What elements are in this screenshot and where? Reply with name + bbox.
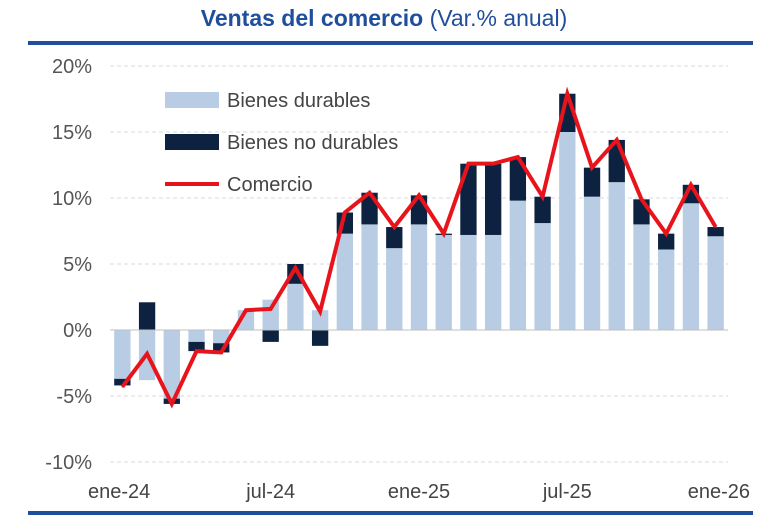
bar-durables: [658, 249, 675, 330]
comercio-point: [195, 350, 198, 352]
comercio-point: [714, 226, 717, 228]
bar-no-durables: [114, 378, 131, 386]
chart-title-sub: (Var.% anual): [429, 5, 568, 31]
y-tick-label: 5%: [63, 254, 92, 276]
comercio-point: [517, 156, 519, 158]
x-tick-label: jul-24: [245, 481, 295, 503]
comercio-point: [566, 92, 569, 95]
comercio-point: [368, 191, 371, 194]
legend: Bienes durables Bienes no durables Comerci…: [165, 90, 398, 196]
comercio-point: [442, 232, 445, 235]
bottom-rule: [28, 511, 753, 515]
bar-no-durables: [633, 199, 650, 225]
comercio-point: [541, 195, 544, 198]
chart-title-main: Ventas del comercio: [200, 5, 424, 31]
line-series: [120, 86, 718, 409]
bar-durables: [262, 299, 279, 330]
legend-swatch-durables: [165, 92, 219, 108]
bar-durables: [163, 330, 180, 399]
comercio-point: [344, 211, 346, 214]
bar-no-durables: [311, 330, 329, 346]
comercio-point: [121, 385, 124, 388]
chart-title: Ventas del comercio (Var.% anual): [0, 5, 768, 32]
x-tick-label: ene-26: [688, 481, 750, 503]
bar-durables: [485, 234, 502, 330]
bar-no-durables: [213, 343, 230, 353]
comercio-point: [393, 226, 396, 228]
bar-no-durables: [386, 227, 403, 249]
bar-no-durables: [658, 233, 675, 250]
comercio-point: [418, 194, 420, 197]
bar-no-durables: [460, 163, 477, 235]
bar-durables: [114, 330, 131, 379]
bar-no-durables: [262, 330, 279, 342]
bar-durables: [435, 234, 452, 330]
bar-no-durables: [509, 157, 527, 201]
y-tick-label: 10%: [52, 188, 92, 210]
bar-durables: [213, 330, 230, 344]
y-tick-label: -5%: [56, 386, 92, 408]
comercio-point: [319, 310, 321, 313]
bar-durables: [287, 283, 304, 330]
y-tick-label: 20%: [52, 56, 92, 78]
bar-durables: [559, 132, 576, 330]
legend-label: Comercio: [227, 174, 313, 196]
bar-durables: [460, 234, 477, 330]
bar-durables: [311, 310, 329, 330]
bar-no-durables: [485, 163, 502, 235]
comercio-point: [171, 403, 173, 405]
comercio-point: [220, 351, 223, 354]
legend-swatch-no-durables: [165, 134, 219, 150]
x-tick-label: ene-24: [88, 481, 150, 503]
comercio-point: [467, 162, 470, 165]
comercio-point: [146, 352, 148, 355]
comercio-point: [665, 232, 667, 235]
bar-durables: [386, 248, 403, 330]
bar-no-durables: [188, 341, 205, 352]
bar-durables: [188, 330, 205, 342]
bar-durables: [509, 200, 527, 330]
comercio-point: [640, 198, 643, 201]
y-tick-label: 15%: [52, 122, 92, 144]
bar-durables: [583, 196, 601, 330]
x-axis: ene-24 jul-24 ene-25 jul-25 ene-26: [88, 481, 750, 503]
y-tick-label: 0%: [63, 320, 92, 342]
bar-no-durables: [707, 227, 724, 237]
bar-durables: [534, 223, 551, 330]
bar-durables: [361, 224, 378, 330]
title-rule: [28, 41, 753, 45]
y-tick-label: -10%: [45, 452, 92, 474]
legend-label: Bienes no durables: [227, 132, 398, 154]
bar-no-durables: [583, 167, 601, 197]
comercio-point: [591, 166, 593, 169]
bar-durables: [682, 203, 700, 330]
bar-durables: [608, 182, 625, 330]
comercio-point: [690, 184, 692, 186]
bar-durables: [410, 224, 428, 330]
x-tick-label: ene-25: [388, 481, 450, 503]
comercio-point: [294, 267, 297, 269]
bar-durables: [336, 233, 353, 330]
bar-durables: [707, 236, 724, 330]
legend-label: Bienes durables: [227, 90, 370, 112]
bar-no-durables: [138, 302, 156, 330]
bar-durables: [633, 224, 650, 330]
comercio-point: [615, 139, 618, 141]
comercio-point: [269, 308, 272, 310]
y-axis: -10% -5% 0% 5% 10% 15% 20%: [45, 56, 92, 474]
comercio-point: [245, 309, 247, 312]
comercio-point: [492, 162, 494, 165]
x-tick-label: jul-25: [542, 481, 592, 503]
bar-no-durables: [534, 196, 551, 224]
